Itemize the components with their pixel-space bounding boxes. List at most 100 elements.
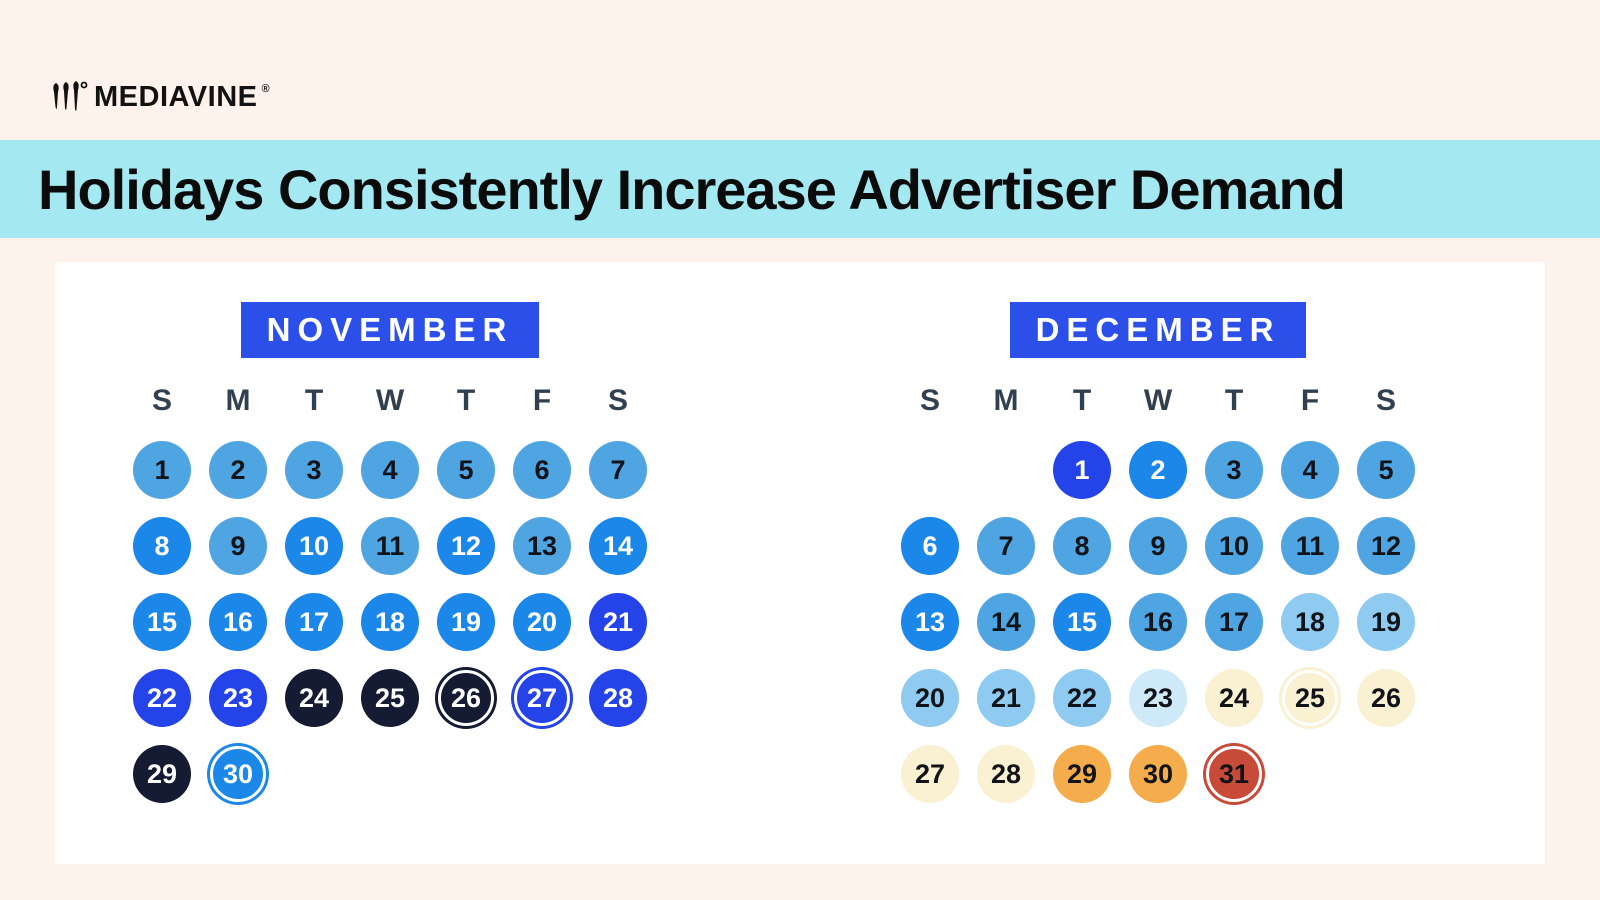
day-cell: 24 — [276, 660, 352, 736]
day-cell: 12 — [1348, 508, 1424, 584]
day-cell: 9 — [1120, 508, 1196, 584]
day-cell: 25 — [352, 660, 428, 736]
mediavine-logo-icon — [53, 81, 88, 111]
calendar-day-november-17: 17 — [285, 593, 343, 651]
title-banner: Holidays Consistently Increase Advertise… — [0, 140, 1600, 238]
calendar-day-december-28: 28 — [977, 745, 1035, 803]
calendar-day-december-15: 15 — [1053, 593, 1111, 651]
day-cell: 28 — [968, 736, 1044, 812]
day-cell: 1 — [124, 432, 200, 508]
day-of-week-header: T — [456, 384, 476, 417]
day-cell: 13 — [504, 508, 580, 584]
calendar-day-november-16: 16 — [209, 593, 267, 651]
calendar-day-december-27: 27 — [901, 745, 959, 803]
calendar-day-november-3: 3 — [285, 441, 343, 499]
calendar-day-november-24: 24 — [285, 669, 343, 727]
november-day-grid: 1 2 3 4 5 6 7 8 9 10 11 12 13 14 15 16 17 18 19 20 21 22 23 24 2… — [124, 432, 656, 812]
day-cell: 3 — [276, 432, 352, 508]
day-cell: 28 — [580, 660, 656, 736]
calendar-day-december-2: 2 — [1129, 441, 1187, 499]
calendar-day-november-30: 30 — [210, 746, 266, 802]
calendar-day-november-5: 5 — [437, 441, 495, 499]
day-cell: 11 — [352, 508, 428, 584]
day-of-week-header: S — [919, 384, 940, 417]
day-cell: 15 — [124, 584, 200, 660]
calendar-day-november-12: 12 — [437, 517, 495, 575]
calendar-day-november-10: 10 — [285, 517, 343, 575]
day-cell: 27 — [892, 736, 968, 812]
calendar-day-december-16: 16 — [1129, 593, 1187, 651]
calendar-day-december-24: 24 — [1205, 669, 1263, 727]
day-cell: 5 — [1348, 432, 1424, 508]
calendar-day-december-30: 30 — [1129, 745, 1187, 803]
day-cell: 16 — [200, 584, 276, 660]
calendar-day-december-5: 5 — [1357, 441, 1415, 499]
calendar-day-december-18: 18 — [1281, 593, 1339, 651]
day-of-week-header: F — [1300, 384, 1320, 417]
calendar-day-november-27: 27 — [514, 670, 570, 726]
calendar-day-december-14: 14 — [977, 593, 1035, 651]
day-cell: 10 — [1196, 508, 1272, 584]
day-cell: 14 — [968, 584, 1044, 660]
calendar-day-november-6: 6 — [513, 441, 571, 499]
calendar-day-december-6: 6 — [901, 517, 959, 575]
day-of-week-header: M — [225, 384, 251, 417]
day-of-week-header: W — [1143, 384, 1173, 417]
day-cell: 16 — [1120, 584, 1196, 660]
day-cell: 3 — [1196, 432, 1272, 508]
calendar-day-november-13: 13 — [513, 517, 571, 575]
calendar-day-november-9: 9 — [209, 517, 267, 575]
day-cell: 17 — [1196, 584, 1272, 660]
day-of-week-header: S — [1375, 384, 1396, 417]
mediavine-logo: MEDIAVINE ® — [50, 80, 270, 114]
day-of-week-header: M — [993, 384, 1019, 417]
day-cell: 18 — [352, 584, 428, 660]
day-cell: 8 — [1044, 508, 1120, 584]
calendar-day-december-21: 21 — [977, 669, 1035, 727]
calendar-day-december-25: 25 — [1282, 670, 1338, 726]
day-cell: 26 — [428, 660, 504, 736]
day-cell: 7 — [580, 432, 656, 508]
calendar-day-december-13: 13 — [901, 593, 959, 651]
day-of-week-header: W — [375, 384, 405, 417]
day-cell: 15 — [1044, 584, 1120, 660]
calendar-day-december-20: 20 — [901, 669, 959, 727]
day-cell: 31 — [1196, 736, 1272, 812]
empty-day-cell — [892, 432, 968, 508]
day-cell: 18 — [1272, 584, 1348, 660]
day-cell: 5 — [428, 432, 504, 508]
page-title: Holidays Consistently Increase Advertise… — [38, 157, 1346, 221]
calendar-day-december-11: 11 — [1281, 517, 1339, 575]
calendar-day-december-19: 19 — [1357, 593, 1415, 651]
calendar-day-november-2: 2 — [209, 441, 267, 499]
calendar-day-november-4: 4 — [361, 441, 419, 499]
calendar-day-december-8: 8 — [1053, 517, 1111, 575]
day-of-week-header: T — [1072, 384, 1092, 417]
december-month-label: DECEMBER — [1035, 311, 1281, 348]
calendar-day-december-3: 3 — [1205, 441, 1263, 499]
day-cell: 25 — [1272, 660, 1348, 736]
calendar-day-november-21: 21 — [589, 593, 647, 651]
day-cell: 19 — [428, 584, 504, 660]
day-cell: 23 — [1120, 660, 1196, 736]
day-cell: 2 — [1120, 432, 1196, 508]
calendar-day-december-7: 7 — [977, 517, 1035, 575]
day-cell: 1 — [1044, 432, 1120, 508]
calendar-day-november-7: 7 — [589, 441, 647, 499]
day-cell: 8 — [124, 508, 200, 584]
day-cell: 7 — [968, 508, 1044, 584]
day-cell: 26 — [1348, 660, 1424, 736]
calendar-day-november-1: 1 — [133, 441, 191, 499]
day-cell: 20 — [892, 660, 968, 736]
day-of-week-header: S — [607, 384, 628, 417]
calendar-day-december-17: 17 — [1205, 593, 1263, 651]
calendar-day-november-25: 25 — [361, 669, 419, 727]
calendar-day-december-26: 26 — [1357, 669, 1415, 727]
day-cell: 21 — [968, 660, 1044, 736]
day-cell: 17 — [276, 584, 352, 660]
calendar-day-december-22: 22 — [1053, 669, 1111, 727]
logo-wordmark: MEDIAVINE — [94, 81, 258, 113]
calendar-day-november-20: 20 — [513, 593, 571, 651]
